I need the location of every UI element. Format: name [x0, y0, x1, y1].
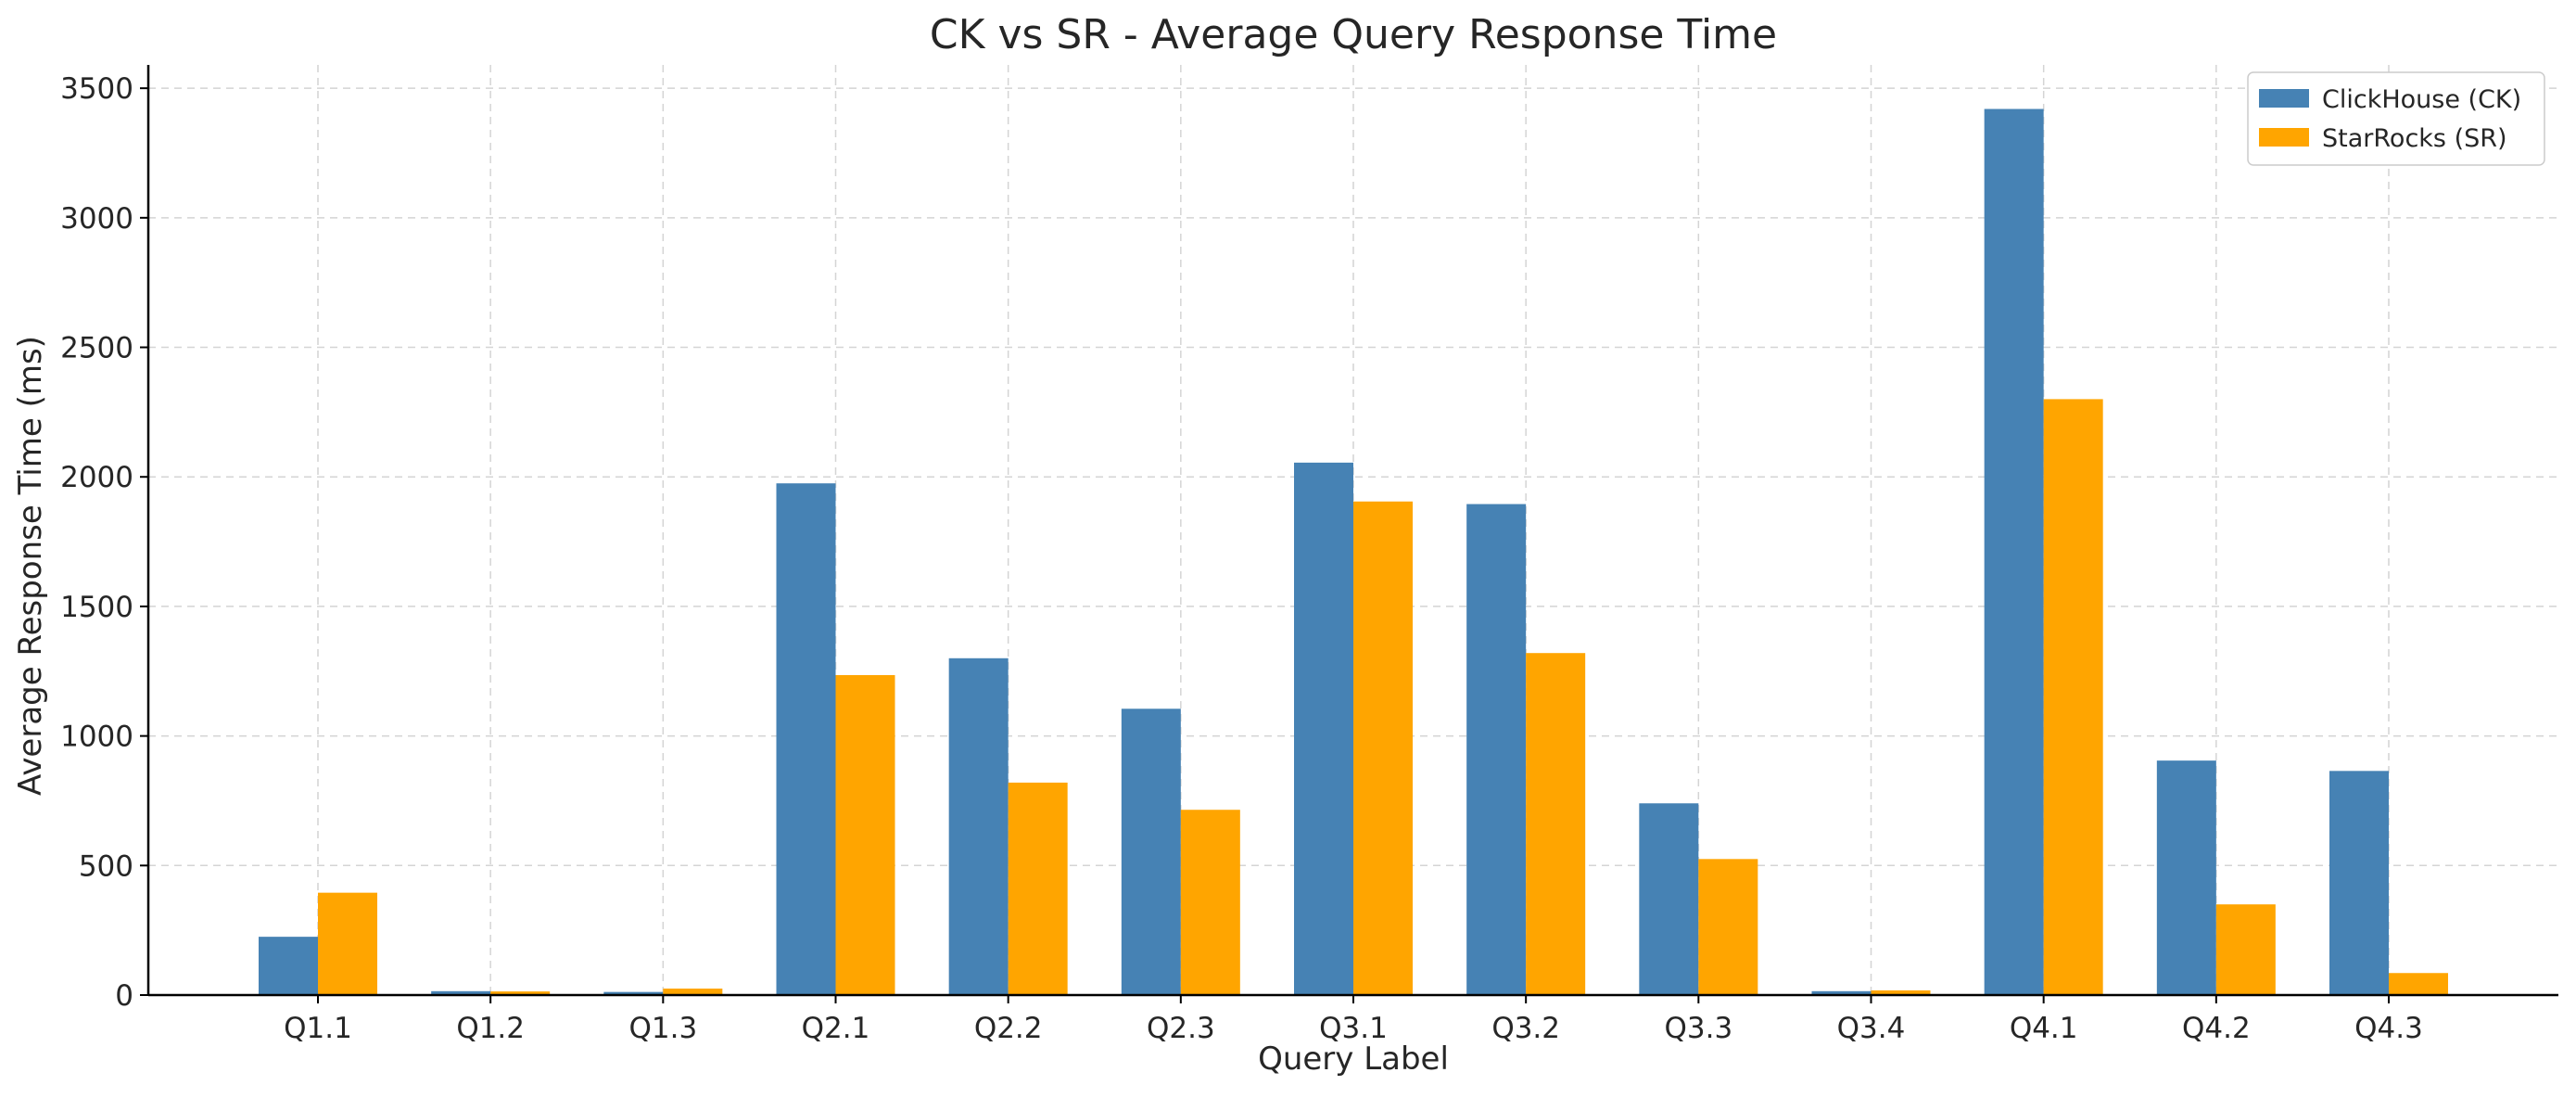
- chart-title: CK vs SR - Average Query Response Time: [930, 11, 1777, 58]
- bars-layer: ClickHouse (CK) Q1.1: 225 ClickHouse (CK)…: [259, 109, 2448, 995]
- legend-swatch: [2259, 89, 2309, 108]
- bar-ck-q3-3: ClickHouse (CK) Q3.3: 740: [1639, 803, 1699, 995]
- x-tick-label: Q4.1: [2010, 1012, 2078, 1045]
- x-tick-label: Q3.3: [1664, 1012, 1732, 1045]
- bar-sr-q3-3: StarRocks (SR) Q3.3: 525: [1698, 859, 1758, 995]
- y-tick-label: 3500: [60, 72, 133, 106]
- y-tick-label: 0: [115, 979, 133, 1013]
- bar-ck-q3-1: ClickHouse (CK) Q3.1: 2055: [1294, 462, 1353, 995]
- legend-label: StarRocks (SR): [2322, 124, 2507, 153]
- y-tick-label: 500: [79, 849, 133, 883]
- bar-sr-q3-4: StarRocks (SR) Q3.4: 18: [1871, 989, 1931, 995]
- bar-sr-q1-3: StarRocks (SR) Q1.3: 25: [663, 989, 723, 995]
- x-tick-label: Q3.1: [1319, 1012, 1388, 1045]
- y-tick-label: 1500: [60, 591, 133, 624]
- bar-sr-q4-2: StarRocks (SR) Q4.2: 350: [2215, 904, 2276, 995]
- bar-ck-q3-4: ClickHouse (CK) Q3.4: 15: [1811, 990, 1872, 995]
- legend-swatch: [2259, 128, 2309, 147]
- y-axis-label: Average Response Time (ms): [12, 336, 49, 796]
- bar-ck-q1-3: ClickHouse (CK) Q1.3: 12: [603, 991, 664, 995]
- bar-sr-q2-2: StarRocks (SR) Q2.2: 820: [1008, 782, 1068, 995]
- x-tick-label: Q1.1: [284, 1012, 352, 1045]
- x-tick-label: Q3.2: [1491, 1012, 1560, 1045]
- bar-ck-q3-2: ClickHouse (CK) Q3.2: 1895: [1466, 504, 1527, 995]
- bar-sr-q2-1: StarRocks (SR) Q2.1: 1235: [835, 674, 895, 995]
- legend: ClickHouse (CK) StarRocks (SR): [2247, 71, 2545, 166]
- x-tick-label: Q2.2: [974, 1012, 1043, 1045]
- bar-sr-q2-3: StarRocks (SR) Q2.3: 715: [1180, 810, 1240, 995]
- y-tick-label: 1000: [60, 721, 133, 754]
- x-tick-label: Q3.4: [1837, 1012, 1906, 1045]
- x-tick-label: Q4.2: [2182, 1012, 2251, 1045]
- x-axis-label: Query Label: [1258, 1041, 1449, 1078]
- bar-ck-q4-1: ClickHouse (CK) Q4.1: 3420: [1984, 109, 2044, 995]
- x-tick-label: Q2.1: [802, 1012, 870, 1045]
- bar-ck-q4-3: ClickHouse (CK) Q4.3: 865: [2329, 771, 2389, 995]
- bar-sr-q4-3: StarRocks (SR) Q4.3: 85: [2389, 973, 2448, 995]
- bar-ck-q2-2: ClickHouse (CK) Q2.2: 1300: [948, 658, 1009, 995]
- ticks-layer: 0 500 1000 1500 2000 2500 3000 3500 Q1.1 Q1.2 Q1.3…: [60, 72, 2423, 1045]
- y-tick-label: 2000: [60, 461, 133, 494]
- bar-ck-q2-1: ClickHouse (CK) Q2.1: 1975: [776, 483, 836, 995]
- bar-sr-q4-1: StarRocks (SR) Q4.1: 2300: [2043, 399, 2103, 995]
- x-tick-label: Q1.3: [628, 1012, 697, 1045]
- bar-sr-q3-1: StarRocks (SR) Q3.1: 1905: [1353, 501, 1413, 995]
- bar-ck-q1-1: ClickHouse (CK) Q1.1: 225: [259, 937, 318, 995]
- x-tick-label: Q4.3: [2354, 1012, 2423, 1045]
- bar-sr-q3-2: StarRocks (SR) Q3.2: 1320: [1526, 653, 1586, 995]
- bar-sr-q1-1: StarRocks (SR) Q1.1: 395: [318, 892, 377, 995]
- bar-sr-q1-2: StarRocks (SR) Q1.2: 14: [490, 991, 551, 995]
- legend-label: ClickHouse (CK): [2322, 85, 2521, 114]
- legend-box: [2247, 71, 2545, 166]
- bar-ck-q1-2: ClickHouse (CK) Q1.2: 15: [431, 990, 491, 995]
- y-tick-label: 3000: [60, 202, 133, 236]
- x-tick-label: Q2.3: [1147, 1012, 1215, 1045]
- x-tick-label: Q1.2: [456, 1012, 525, 1045]
- y-tick-label: 2500: [60, 332, 133, 365]
- bar-ck-q2-3: ClickHouse (CK) Q2.3: 1105: [1121, 709, 1181, 995]
- bar-ck-q4-2: ClickHouse (CK) Q4.2: 905: [2156, 760, 2216, 995]
